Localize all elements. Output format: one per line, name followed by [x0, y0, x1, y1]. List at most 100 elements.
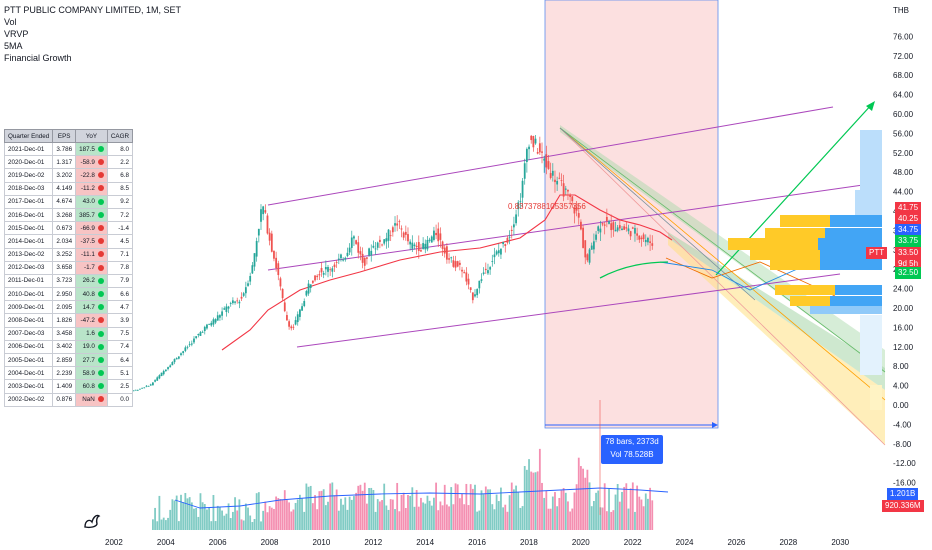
date-range-box[interactable] — [544, 0, 719, 429]
candle-body — [569, 195, 572, 197]
candle-body — [519, 200, 522, 202]
candle-body — [612, 222, 615, 230]
volume-bar — [558, 497, 561, 530]
volume-bar — [283, 490, 286, 530]
candle-body — [448, 258, 450, 260]
volume-bar — [461, 493, 463, 530]
y-tick-label: 48.00 — [893, 168, 914, 177]
candle-body — [605, 216, 608, 221]
volume-bar — [238, 499, 241, 530]
volume-bar — [387, 509, 390, 530]
volume-bar — [180, 494, 182, 530]
candle-body — [534, 138, 537, 144]
volume-bar — [376, 499, 379, 530]
cell-quarter: 2018-Dec-03 — [3, 181, 54, 196]
candle-body — [463, 272, 466, 274]
indicator-financial-growth[interactable]: Financial Growth — [4, 53, 72, 63]
candle-body — [238, 301, 241, 304]
candle-body — [372, 245, 375, 248]
y-tick-label: 72.00 — [893, 52, 914, 61]
candle-body — [348, 247, 351, 253]
volume-bar — [573, 492, 576, 530]
volume-bar — [214, 521, 217, 530]
volume-bar — [206, 509, 208, 530]
volume-bar — [203, 504, 206, 530]
candle-body — [547, 161, 550, 169]
candle-body — [398, 221, 401, 223]
candle-body — [497, 250, 500, 254]
candle-body — [275, 257, 278, 269]
candle-body — [301, 306, 303, 311]
candle-body — [627, 228, 630, 232]
cell-cagr: 4.7 — [106, 300, 134, 315]
cell-eps: 3.402 — [52, 339, 77, 355]
candle-body — [363, 257, 366, 266]
candle-body — [311, 280, 314, 283]
currency-label: THB — [893, 6, 909, 15]
symbol-title[interactable]: PTT PUBLIC COMPANY LIMITED, 1M, SET — [4, 5, 182, 15]
cell-quarter: 2017-Dec-01 — [3, 194, 54, 209]
indicator-vrvp[interactable]: VRVP — [4, 29, 29, 39]
volume-bar — [305, 483, 308, 530]
candle-body — [225, 306, 228, 313]
volume-bar — [201, 502, 204, 530]
cell-cagr: 9.2 — [106, 194, 134, 209]
candle-body — [221, 311, 223, 316]
cell-cagr: 5.1 — [106, 366, 134, 381]
candle-body — [244, 287, 247, 294]
volume-bar — [400, 494, 403, 530]
growth-up-icon — [97, 211, 104, 218]
candle-body — [376, 242, 379, 248]
channel-lower[interactable] — [296, 273, 841, 348]
volume-bar — [487, 489, 489, 530]
volume-bar — [281, 499, 284, 530]
cell-yoy: 1.6 — [75, 326, 108, 341]
growth-up-icon — [97, 304, 104, 311]
channel-upper[interactable] — [267, 106, 834, 206]
candle-body — [541, 151, 543, 153]
candle-body — [329, 269, 332, 271]
volume-bar — [353, 496, 355, 530]
price-tag-32-50: 32.50 — [895, 267, 922, 279]
table-row: 2018-Dec-03 4.149 -11.2 8.5 — [3, 181, 134, 196]
volume-bar — [601, 507, 604, 530]
volume-bar — [355, 492, 358, 530]
volume-bar — [437, 510, 440, 530]
cell-yoy: 187.5 — [75, 141, 108, 157]
range-tooltip: 78 bars, 2373d Vol 78.528B — [601, 435, 663, 464]
price-tag-41-75: 41.75 — [895, 202, 922, 214]
candle-body — [199, 332, 202, 336]
candle-body — [357, 242, 360, 253]
header-yoy: YoY — [75, 129, 108, 143]
candle-body — [409, 241, 412, 245]
cell-cagr: 7.2 — [106, 207, 134, 223]
volume-bar — [525, 469, 528, 530]
volume-bar — [448, 506, 450, 530]
candle-body — [640, 237, 643, 240]
volume-bar — [575, 484, 578, 530]
candle-body — [197, 334, 200, 336]
indicator-5ma[interactable]: 5MA — [4, 41, 23, 51]
candle-body — [573, 207, 576, 214]
cell-eps: 1.317 — [52, 155, 77, 170]
candle-body — [292, 326, 295, 328]
volume-bar — [164, 520, 167, 530]
header-quarter: Quarter Ended — [3, 129, 54, 143]
volume-bar — [651, 500, 654, 530]
volume-bar — [301, 498, 303, 530]
header-cagr: CAGR — [106, 129, 134, 143]
indicator-vol[interactable]: Vol — [4, 17, 17, 27]
volume-bar — [398, 511, 401, 530]
volume-bar — [614, 494, 617, 530]
cell-yoy: -66.9 — [75, 221, 108, 236]
cell-yoy: -58.9 — [75, 155, 108, 170]
volume-bar — [621, 491, 623, 530]
cell-yoy: 43.0 — [75, 194, 108, 209]
volume-bar — [504, 504, 507, 530]
candle-body — [502, 242, 504, 245]
channel-middle[interactable] — [267, 183, 871, 271]
candle-body — [335, 262, 338, 263]
candle-body — [139, 388, 141, 390]
volume-bar — [242, 520, 245, 530]
